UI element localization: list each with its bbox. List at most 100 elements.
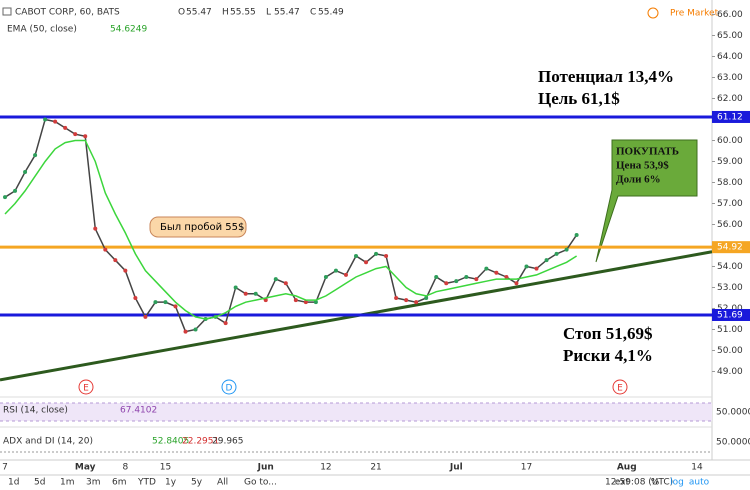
price-point [83,134,88,139]
range-button[interactable]: 5d [34,478,45,488]
annotation-stop: Риски 4,1% [563,346,653,365]
level-tag [712,308,750,321]
ohlc-value: 55.55 [230,8,256,18]
price-point [564,247,569,252]
price-point [474,277,479,282]
rsi-axis-label: 50.0000 [716,408,750,418]
price-point [263,298,268,303]
price-line [4,118,578,333]
price-point [574,232,579,237]
ohlc-label: C [310,8,316,18]
price-point [343,272,348,277]
price-point [23,169,28,174]
price-point [43,117,48,122]
rsi-band [0,403,712,421]
ohlc-value: 55.47 [274,8,300,18]
price-point [93,226,98,231]
price-point [13,188,18,193]
price-point [313,300,318,305]
event-label: E [83,384,89,394]
price-point [193,327,198,332]
price-point [354,253,358,258]
price-point [3,195,8,200]
adx-value: 52.8405 [152,437,189,447]
breakout-text: Был пробой 55$ [160,222,244,233]
ohlc-label: O [178,8,185,18]
price-point [323,274,328,279]
price-point [504,274,509,279]
price-point [173,304,178,309]
clock: 12:59:08 (UTC) [605,478,673,488]
option-button[interactable]: log [670,478,684,488]
price-point [554,251,559,256]
x-tick-label: Aug [617,463,637,473]
price-point [514,281,519,286]
price-point [143,314,148,319]
range-button[interactable]: 1m [60,478,75,488]
range-button[interactable]: 3m [86,478,101,488]
rsi-name: RSI (14, close) [3,406,68,416]
price-point [454,279,459,284]
price-point [404,298,409,303]
ohlc-label: L [266,8,271,18]
price-point [73,132,78,137]
x-tick-label: 14 [691,463,703,473]
price-point [293,298,298,303]
y-tick-label: 62.00 [717,94,743,104]
price-point [33,153,38,158]
y-tick-label: 49.00 [717,367,743,377]
price-point [223,321,228,326]
price-point [484,266,489,271]
range-button[interactable]: 1d [8,478,19,488]
option-button[interactable]: auto [689,478,710,488]
price-point [364,260,369,265]
ema-line [4,139,578,320]
menu-icon[interactable] [2,7,12,16]
range-button[interactable]: YTD [137,478,156,488]
y-tick-label: 60.00 [717,136,743,146]
level-label: 54.92 [717,243,743,253]
price-point [303,300,308,305]
y-tick-label: 56.00 [717,220,743,230]
price-point [534,266,539,271]
level-tag [712,110,750,123]
x-tick-label: Jul [449,463,463,473]
status-icon [647,7,659,19]
ohlc-value: 55.49 [318,8,344,18]
y-tick-label: 58.00 [717,178,743,188]
price-point [283,281,288,286]
y-tick-label: 54.00 [717,262,743,272]
event-label: D [226,384,233,394]
price-point [103,247,108,252]
level-label: 51.69 [717,310,743,320]
option-button[interactable]: ext [615,478,630,488]
price-point [464,274,469,279]
option-button[interactable]: % [651,478,660,488]
price-point [113,258,118,263]
x-tick-label: 8 [122,463,128,473]
price-point [394,295,399,300]
price-point [384,253,389,258]
price-point [524,264,529,269]
status-text: Pre Market [670,9,719,19]
indicator-name: EMA (50, close) [7,25,77,35]
buy-text: ПОКУПАТЬ [616,146,679,158]
price-point [133,295,138,300]
price-point [153,300,158,305]
y-tick-label: 50.00 [717,346,743,356]
annotation-stop: Стоп 51,69$ [563,324,653,343]
ohlc-label: H [222,8,229,18]
y-tick-label: 59.00 [717,157,743,167]
event-marker [221,379,237,395]
range-button[interactable]: 5y [191,478,203,488]
buy-text: Доли 6% [616,174,661,186]
price-point [163,300,168,305]
y-tick-label: 57.00 [717,199,743,209]
range-button[interactable]: 1y [165,478,177,488]
range-button[interactable]: All [217,478,228,488]
price-point [544,258,549,263]
buy-text: Цена 53,9$ [616,160,669,172]
range-button[interactable]: 6m [112,478,127,488]
range-button[interactable]: Go to... [244,478,277,488]
